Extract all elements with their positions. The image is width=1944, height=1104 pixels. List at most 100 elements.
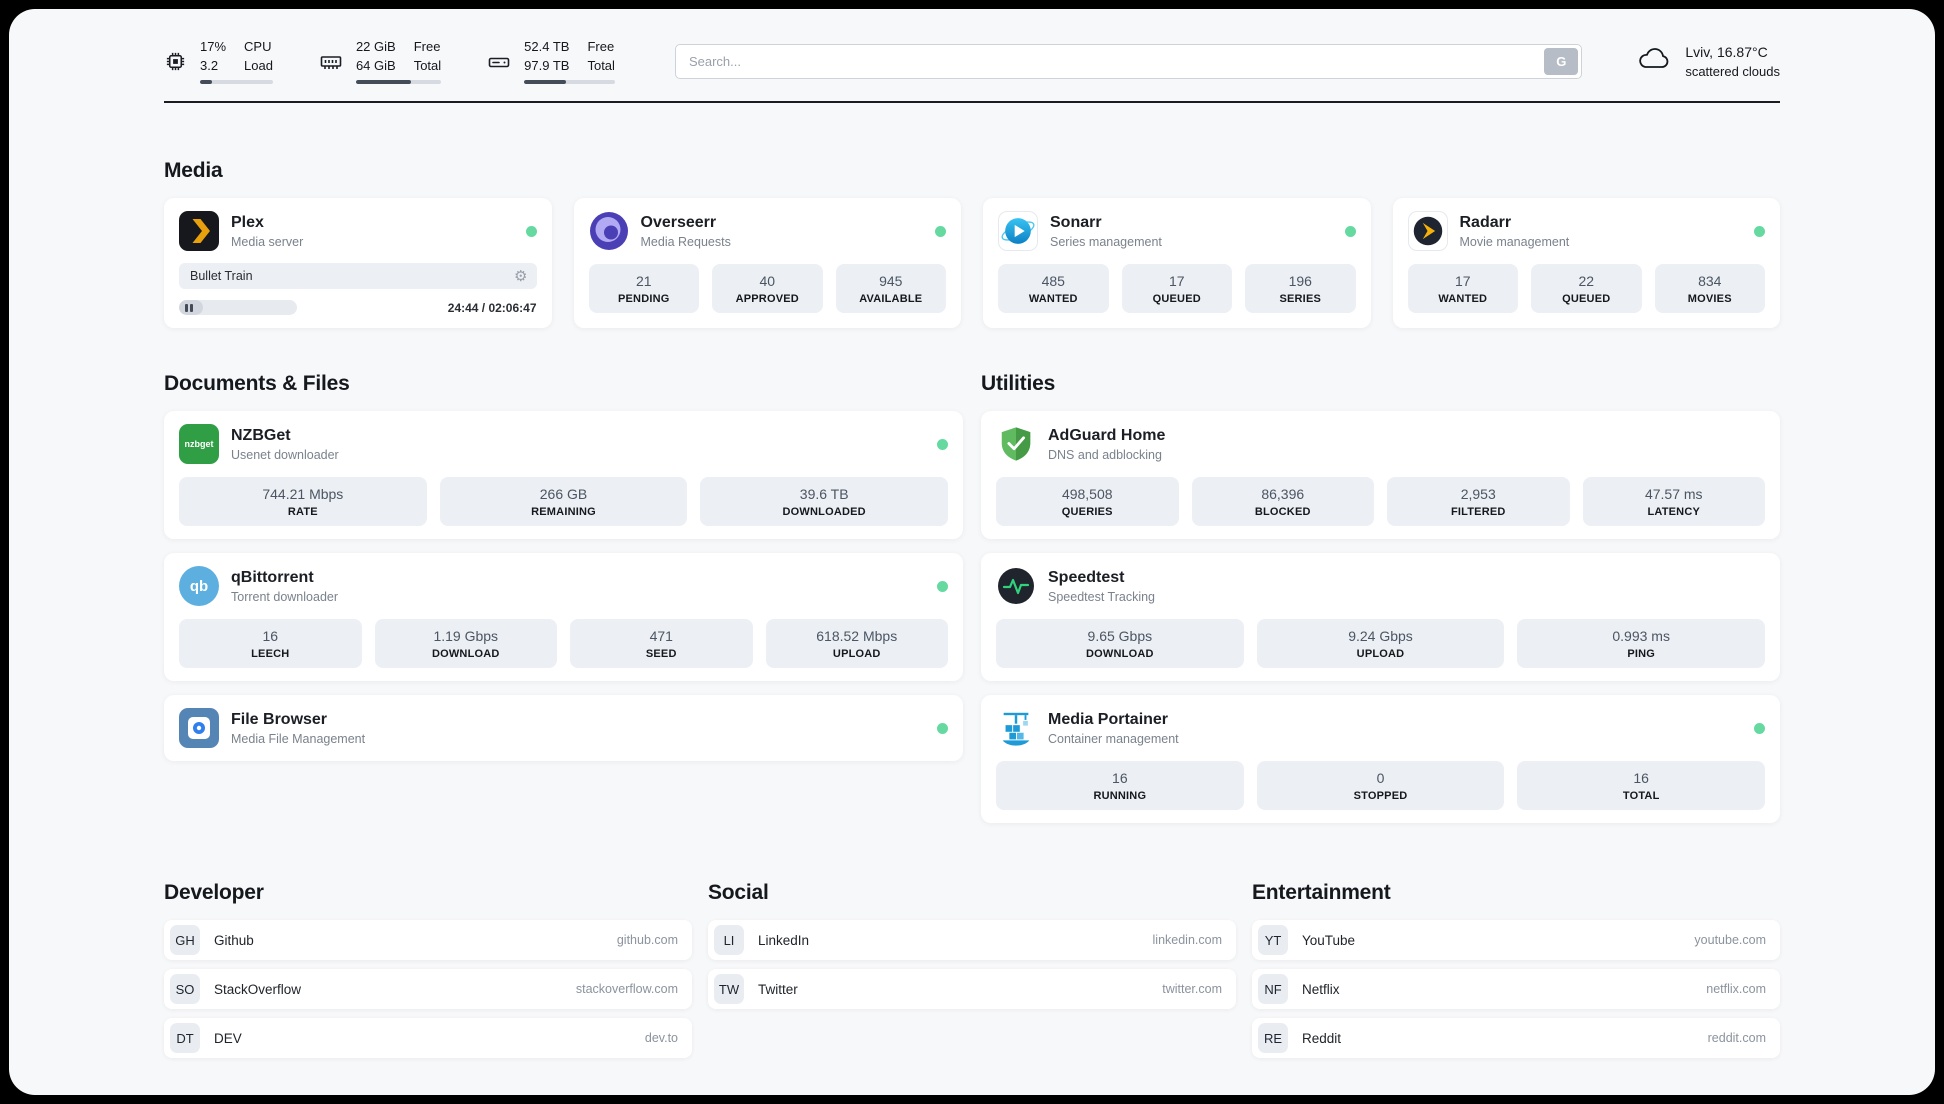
stat-box: 17 QUEUED — [1121, 264, 1232, 313]
app-subtitle: Container management — [1048, 731, 1179, 746]
disk-values: 52.4 TB 97.9 TB — [524, 39, 570, 73]
app-name: Speedtest — [1048, 568, 1125, 586]
stat-box: 40 APPROVED — [712, 264, 823, 313]
radarr-card[interactable]: Radarr Movie management 17 WANTED 22 QUE… — [1392, 198, 1780, 328]
weather-condition: scattered clouds — [1685, 64, 1780, 79]
app-name: AdGuard Home — [1048, 426, 1166, 444]
search-engine-button[interactable]: G — [1544, 48, 1579, 75]
app-name: Overseerr — [640, 213, 717, 231]
bookmark-dev[interactable]: DT DEV dev.to — [164, 1018, 692, 1058]
bookmark-netflix[interactable]: NF Netflix netflix.com — [1252, 969, 1780, 1009]
social-section-title: Social — [708, 881, 769, 904]
weather-location: Lviv, 16.87°C — [1685, 44, 1768, 60]
speedtest-card[interactable]: Speedtest Speedtest Tracking 9.65 Gbps D… — [981, 553, 1780, 681]
gear-icon[interactable]: ⚙ — [514, 267, 528, 285]
cloud-icon — [1636, 46, 1672, 78]
bookmark-abbr: GH — [170, 925, 200, 955]
app-subtitle: Media Requests — [640, 234, 731, 249]
disk-progress-bar — [524, 80, 615, 84]
cpu-metric: 17% 3.2 CPU Load — [164, 39, 273, 84]
cpu-values: 17% 3.2 — [200, 39, 227, 73]
topbar-divider — [164, 101, 1780, 103]
developer-section-title: Developer — [164, 881, 264, 904]
filebrowser-icon — [179, 708, 219, 748]
playback-time: 24:44 / 02:06:47 — [447, 300, 537, 315]
bookmark-abbr: NF — [1258, 974, 1288, 1004]
plex-card[interactable]: Plex Media server Bullet Train ⚙ 24:44 /… — [164, 198, 552, 328]
app-name: Plex — [231, 213, 264, 231]
qbittorrent-icon: qb — [179, 566, 219, 606]
app-name: Media Portainer — [1048, 710, 1169, 728]
status-online-dot — [1754, 722, 1765, 734]
bookmark-reddit[interactable]: RE Reddit reddit.com — [1252, 1018, 1780, 1058]
radarr-icon — [1407, 211, 1448, 251]
app-subtitle: DNS and adblocking — [1048, 447, 1162, 462]
app-subtitle: Speedtest Tracking — [1048, 589, 1156, 604]
stat-box: 834 MOVIES — [1654, 264, 1765, 313]
stat-box: 39.6 TB DOWNLOADED — [700, 477, 949, 526]
sonarr-icon — [998, 211, 1038, 251]
app-subtitle: Series management — [1050, 234, 1162, 249]
bookmark-abbr: YT — [1258, 925, 1288, 955]
stat-box: 0.993 ms PING — [1517, 619, 1766, 668]
bookmark-abbr: LI — [714, 925, 744, 955]
bookmark-twitter[interactable]: TW Twitter twitter.com — [708, 969, 1236, 1009]
portainer-icon — [996, 708, 1036, 748]
app-name: qBittorrent — [231, 568, 314, 586]
qbittorrent-card[interactable]: qb qBittorrent Torrent downloader 16 LEE… — [164, 553, 963, 681]
nzbget-card[interactable]: nzbget NZBGet Usenet downloader 744.21 M… — [164, 411, 963, 539]
playback-row: 24:44 / 02:06:47 — [179, 300, 537, 315]
app-name: Radarr — [1459, 213, 1512, 231]
portainer-card[interactable]: Media Portainer Container management 16 … — [981, 695, 1780, 823]
disk-labels: Free Total — [587, 39, 615, 73]
speedtest-icon — [996, 566, 1036, 606]
stat-box: 498,508 QUERIES — [996, 477, 1179, 526]
section-documents: Documents & Files nzbget NZBGet Usenet d… — [164, 372, 963, 761]
section-social: Social LI LinkedIn linkedin.com TW Twitt… — [708, 881, 1236, 1009]
filebrowser-card[interactable]: File Browser Media File Management — [164, 695, 963, 761]
sonarr-card[interactable]: Sonarr Series management 485 WANTED 17 Q… — [983, 198, 1371, 328]
app-name: File Browser — [231, 710, 328, 728]
weather-widget: Lviv, 16.87°C scattered clouds — [1636, 44, 1780, 79]
section-entertainment: Entertainment YT YouTube youtube.com NF … — [1252, 881, 1780, 1058]
bookmark-abbr: DT — [170, 1023, 200, 1053]
adguard-card[interactable]: AdGuard Home DNS and adblocking 498,508 … — [981, 411, 1780, 539]
bookmark-github[interactable]: GH Github github.com — [164, 920, 692, 960]
app-subtitle: Movie management — [1459, 234, 1570, 249]
stat-box: 21 PENDING — [588, 264, 699, 313]
section-developer: Developer GH Github github.com SO StackO… — [164, 881, 692, 1058]
entertainment-section-title: Entertainment — [1252, 881, 1391, 904]
overseerr-card[interactable]: Overseerr Media Requests 21 PENDING 40 A… — [573, 198, 961, 328]
media-section-title: Media — [164, 159, 223, 182]
utilities-section-title: Utilities — [981, 372, 1056, 395]
cpu-labels: CPU Load — [244, 39, 273, 73]
stat-box: 16 TOTAL — [1517, 761, 1766, 810]
stat-box: 945 AVAILABLE — [835, 264, 946, 313]
bookmark-youtube[interactable]: YT YouTube youtube.com — [1252, 920, 1780, 960]
plex-icon — [179, 211, 219, 251]
pause-icon[interactable] — [185, 300, 193, 315]
status-online-dot — [937, 722, 948, 734]
stat-box: 485 WANTED — [998, 264, 1109, 313]
stat-box: 471 SEED — [570, 619, 753, 668]
stat-box: 16 LEECH — [179, 619, 362, 668]
stat-box: 196 SERIES — [1245, 264, 1356, 313]
app-name: Sonarr — [1050, 213, 1102, 231]
stat-box: 22 QUEUED — [1531, 264, 1642, 313]
documents-section-title: Documents & Files — [164, 372, 350, 395]
app-subtitle: Torrent downloader — [231, 589, 339, 604]
seek-bar[interactable] — [179, 300, 297, 315]
stat-box: 2,953 FILTERED — [1387, 477, 1570, 526]
bookmark-linkedin[interactable]: LI LinkedIn linkedin.com — [708, 920, 1236, 960]
stat-box: 9.65 Gbps DOWNLOAD — [996, 619, 1244, 668]
disk-icon — [487, 50, 511, 74]
stat-box: 16 RUNNING — [996, 761, 1244, 810]
section-media: Media Plex Media server Bullet Train ⚙ — [164, 159, 1780, 328]
app-subtitle: Media server — [231, 234, 304, 249]
stat-box: 47.57 ms LATENCY — [1582, 477, 1765, 526]
app-subtitle: Usenet downloader — [231, 447, 339, 462]
app-name: NZBGet — [231, 426, 291, 444]
search-input[interactable] — [674, 44, 1583, 79]
status-online-dot — [525, 225, 537, 237]
bookmark-stackoverflow[interactable]: SO StackOverflow stackoverflow.com — [164, 969, 692, 1009]
